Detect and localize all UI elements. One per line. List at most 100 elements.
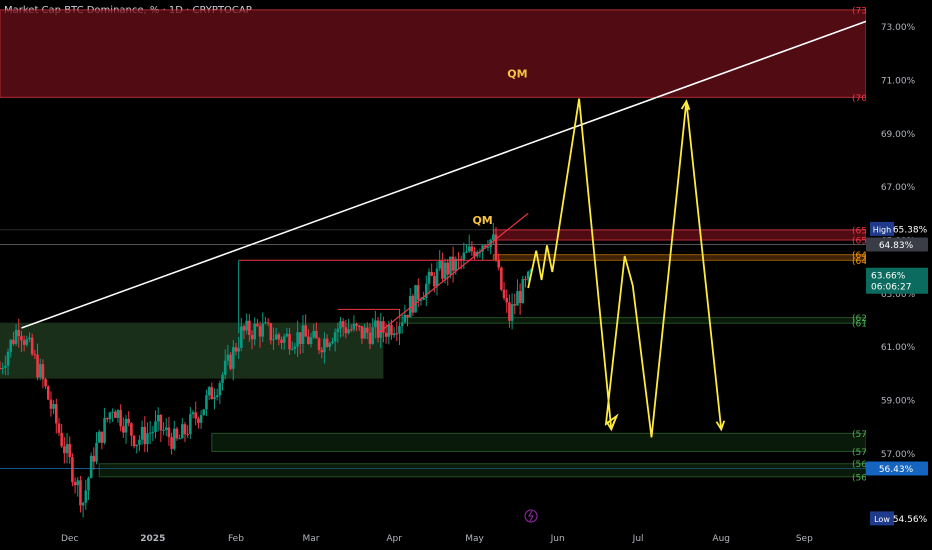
candle-body (430, 271, 433, 277)
candle-body (213, 397, 216, 400)
candle-body (105, 417, 109, 420)
candle-body (81, 502, 85, 506)
candle-body (492, 234, 495, 240)
projection-arrowhead (605, 420, 616, 432)
qm-annotation: QM (472, 214, 492, 227)
candle-body (65, 444, 69, 454)
candle-body (60, 432, 63, 447)
candle-body (285, 333, 289, 337)
last-price-bg (866, 267, 928, 294)
candle-body (483, 245, 487, 248)
x-tick-label: 2025 (140, 534, 165, 544)
candle-body (215, 395, 219, 398)
candle-body (277, 334, 281, 340)
candle-body (459, 259, 463, 261)
high-tag: High (873, 225, 891, 234)
candle-body (307, 336, 310, 344)
candle-body (408, 295, 412, 318)
y-tick-label: 69.00% (881, 130, 916, 140)
candle-body (272, 339, 275, 341)
candle-body (41, 364, 45, 380)
candle-body (422, 297, 425, 300)
candle-body (210, 387, 214, 400)
candle-body (22, 340, 26, 345)
candle-body (92, 455, 96, 462)
projection-arrowhead (680, 99, 691, 111)
candle-body (518, 291, 522, 304)
candle-body (298, 332, 302, 344)
candle-body (521, 279, 525, 304)
candle-body (25, 339, 29, 345)
candle-body (231, 347, 235, 369)
candle-body (266, 322, 270, 324)
candle-body (79, 480, 82, 506)
candle-body (274, 334, 278, 340)
candle-body (494, 234, 498, 260)
candle-body (376, 320, 380, 338)
candle-body (363, 327, 366, 339)
candle-body (116, 410, 120, 418)
y-tick-label: 61.00% (881, 343, 916, 353)
candle-body (387, 324, 391, 337)
candle-body (156, 414, 160, 422)
rising-wedge-line (377, 212, 529, 334)
candle-body (395, 333, 399, 335)
last-price-value: 63.66% (871, 272, 906, 282)
candle-body (403, 314, 407, 323)
lightning-icon (524, 509, 538, 523)
candle-body (30, 337, 34, 355)
candle-body (205, 395, 208, 410)
candle-body (339, 321, 342, 329)
candle-body (164, 427, 168, 430)
x-tick-label: Sep (796, 534, 813, 544)
candle-body (424, 283, 428, 298)
zone-resistance (0, 9, 867, 98)
candle-body (427, 271, 431, 284)
candle-body (127, 418, 130, 424)
candle-body (68, 444, 72, 458)
candle-body (473, 251, 476, 257)
candle-body (73, 482, 77, 486)
candle-body (49, 399, 53, 409)
trendline (21, 20, 867, 329)
y-tick-label: 71.00% (881, 77, 916, 87)
candle-body (170, 437, 173, 449)
candle-body (38, 364, 42, 378)
x-tick-label: Apr (386, 534, 402, 544)
candle-body (301, 325, 305, 344)
candle-body (9, 339, 13, 352)
candle-body (441, 260, 444, 279)
candle-body (357, 325, 361, 327)
candle-body (143, 426, 147, 445)
y-tick-label: 57.00% (881, 450, 916, 460)
candle-body (309, 337, 313, 344)
candle-body (172, 428, 176, 449)
candle-body (140, 426, 144, 440)
candle-body (159, 414, 163, 431)
candle-body (371, 327, 374, 344)
candle-body (84, 490, 88, 503)
candle-body (416, 285, 420, 300)
y-tick-label: 67.00% (881, 183, 916, 193)
candle-body (119, 410, 122, 427)
candle-body (183, 424, 187, 435)
candle-body (234, 347, 238, 352)
candle-body (505, 298, 509, 303)
x-tick-label: Dec (61, 534, 78, 544)
candle-body (510, 304, 514, 321)
candle-body (331, 341, 334, 344)
candle-body (237, 347, 240, 352)
projection-path (527, 98, 723, 438)
candle-body (226, 354, 230, 361)
time-axis (0, 528, 866, 550)
x-tick-label: May (465, 534, 484, 544)
candle-body (130, 423, 133, 436)
last-price-countdown: 06:06:27 (871, 283, 911, 293)
low-tag: Low (874, 515, 890, 524)
y-tick-label: 59.00% (881, 397, 916, 407)
candle-body (44, 379, 47, 387)
candle-body (186, 434, 189, 436)
candle-body (261, 323, 265, 337)
candle-body (315, 330, 318, 339)
